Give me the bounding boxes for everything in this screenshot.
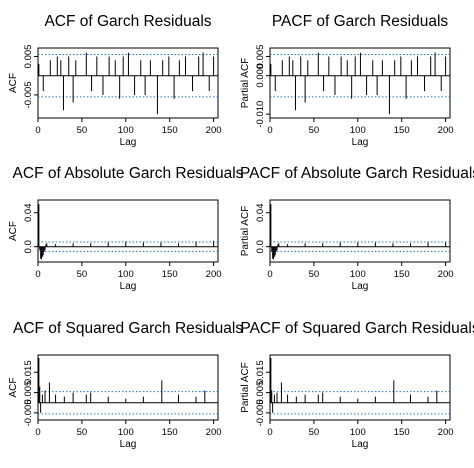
x-tick-label: 150 bbox=[162, 269, 178, 280]
x-tick-label: 0 bbox=[267, 269, 272, 280]
chart-title: ACF of Squared Garch Residuals bbox=[13, 320, 243, 337]
x-tick-label: 150 bbox=[162, 125, 178, 136]
chart-panel-1: ACF of Garch Residuals 0 50 100 150 200 -0.005… bbox=[8, 13, 222, 148]
x-tick-label: 0 bbox=[267, 125, 272, 136]
x-tick-label: 200 bbox=[438, 427, 454, 438]
x-axis-label: Lag bbox=[120, 137, 137, 148]
chart-panel-5: ACF of Squared Garch Residuals 0 50 100 150 2… bbox=[8, 320, 243, 450]
x-axis-label: Lag bbox=[352, 137, 369, 148]
x-tick-label: 0 bbox=[267, 427, 272, 438]
y-tick-label: 0.04 bbox=[23, 203, 34, 222]
y-tick-label: -0.010 bbox=[255, 101, 266, 128]
x-tick-label: 0 bbox=[35, 125, 40, 136]
x-tick-label: 50 bbox=[309, 125, 320, 136]
y-axis-label: ACF bbox=[8, 378, 19, 398]
x-tick-label: 100 bbox=[118, 269, 134, 280]
x-tick-label: 50 bbox=[77, 125, 88, 136]
x-tick-label: 100 bbox=[350, 427, 366, 438]
chart-title: PACF of Squared Garch Residuals bbox=[240, 320, 474, 337]
y-tick-label: 0.04 bbox=[255, 203, 266, 222]
y-tick-label: 0.005 bbox=[23, 381, 34, 405]
plot-frame bbox=[269, 354, 451, 421]
y-tick-label: 0.0 bbox=[23, 240, 34, 253]
y-tick-label: 0.015 bbox=[23, 360, 34, 384]
chart-title: PACF of Garch Residuals bbox=[272, 13, 449, 30]
x-tick-label: 200 bbox=[438, 125, 454, 136]
y-tick-label: 0.015 bbox=[255, 360, 266, 384]
x-tick-label: 50 bbox=[77, 427, 88, 438]
x-axis-label: Lag bbox=[352, 281, 369, 292]
y-axis-label: Partial ACF bbox=[240, 206, 251, 257]
chart-title: PACF of Absolute Garch Residuals bbox=[240, 165, 474, 182]
y-tick-label: 0.0 bbox=[255, 240, 266, 253]
y-axis-label: ACF bbox=[8, 73, 19, 93]
x-tick-label: 200 bbox=[206, 269, 222, 280]
y-axis-label: Partial ACF bbox=[240, 362, 251, 413]
x-tick-label: 200 bbox=[438, 269, 454, 280]
plot-frame bbox=[37, 354, 219, 421]
y-tick-label: -0.005 bbox=[23, 81, 34, 108]
x-axis-label: Lag bbox=[120, 281, 137, 292]
x-tick-label: 200 bbox=[206, 427, 222, 438]
x-axis-label: Lag bbox=[120, 439, 137, 450]
plot-frame bbox=[37, 47, 219, 119]
plot-frame bbox=[37, 199, 219, 263]
x-tick-label: 150 bbox=[162, 427, 178, 438]
x-tick-label: 50 bbox=[309, 269, 320, 280]
chart-panel-2: PACF of Garch Residuals 0 50 100 150 200 -0.01… bbox=[240, 13, 454, 148]
x-tick-label: 100 bbox=[118, 125, 134, 136]
y-tick-label: 0.000 bbox=[255, 64, 266, 88]
x-tick-label: 200 bbox=[206, 125, 222, 136]
x-tick-label: 150 bbox=[394, 125, 410, 136]
x-tick-label: 150 bbox=[394, 269, 410, 280]
y-tick-label: 0.005 bbox=[255, 45, 266, 69]
y-tick-label: -0.005 bbox=[255, 399, 266, 426]
x-tick-label: 100 bbox=[350, 269, 366, 280]
x-tick-label: 50 bbox=[77, 269, 88, 280]
chart-panel-6: PACF of Squared Garch Residuals 0 50 100 150… bbox=[240, 320, 474, 450]
y-tick-label: 0.005 bbox=[255, 381, 266, 405]
y-axis-label: Partial ACF bbox=[240, 58, 251, 109]
x-tick-label: 0 bbox=[35, 427, 40, 438]
x-axis-label: Lag bbox=[352, 439, 369, 450]
x-tick-label: 0 bbox=[35, 269, 40, 280]
y-axis-label: ACF bbox=[8, 221, 19, 241]
chart-title: ACF of Garch Residuals bbox=[44, 13, 211, 30]
x-tick-label: 100 bbox=[118, 427, 134, 438]
plot-frame bbox=[269, 47, 451, 119]
plot-frame bbox=[269, 199, 451, 263]
x-tick-label: 150 bbox=[394, 427, 410, 438]
chart-title: ACF of Absolute Garch Residuals bbox=[13, 165, 244, 182]
y-tick-label: -0.005 bbox=[23, 399, 34, 426]
chart-panel-3: ACF of Absolute Garch Residuals 0 50 100 150… bbox=[8, 165, 244, 292]
x-tick-label: 100 bbox=[350, 125, 366, 136]
x-tick-label: 50 bbox=[309, 427, 320, 438]
y-tick-label: 0.005 bbox=[23, 45, 34, 69]
chart-panel-4: PACF of Absolute Garch Residuals 0 50 100 15… bbox=[240, 165, 474, 292]
